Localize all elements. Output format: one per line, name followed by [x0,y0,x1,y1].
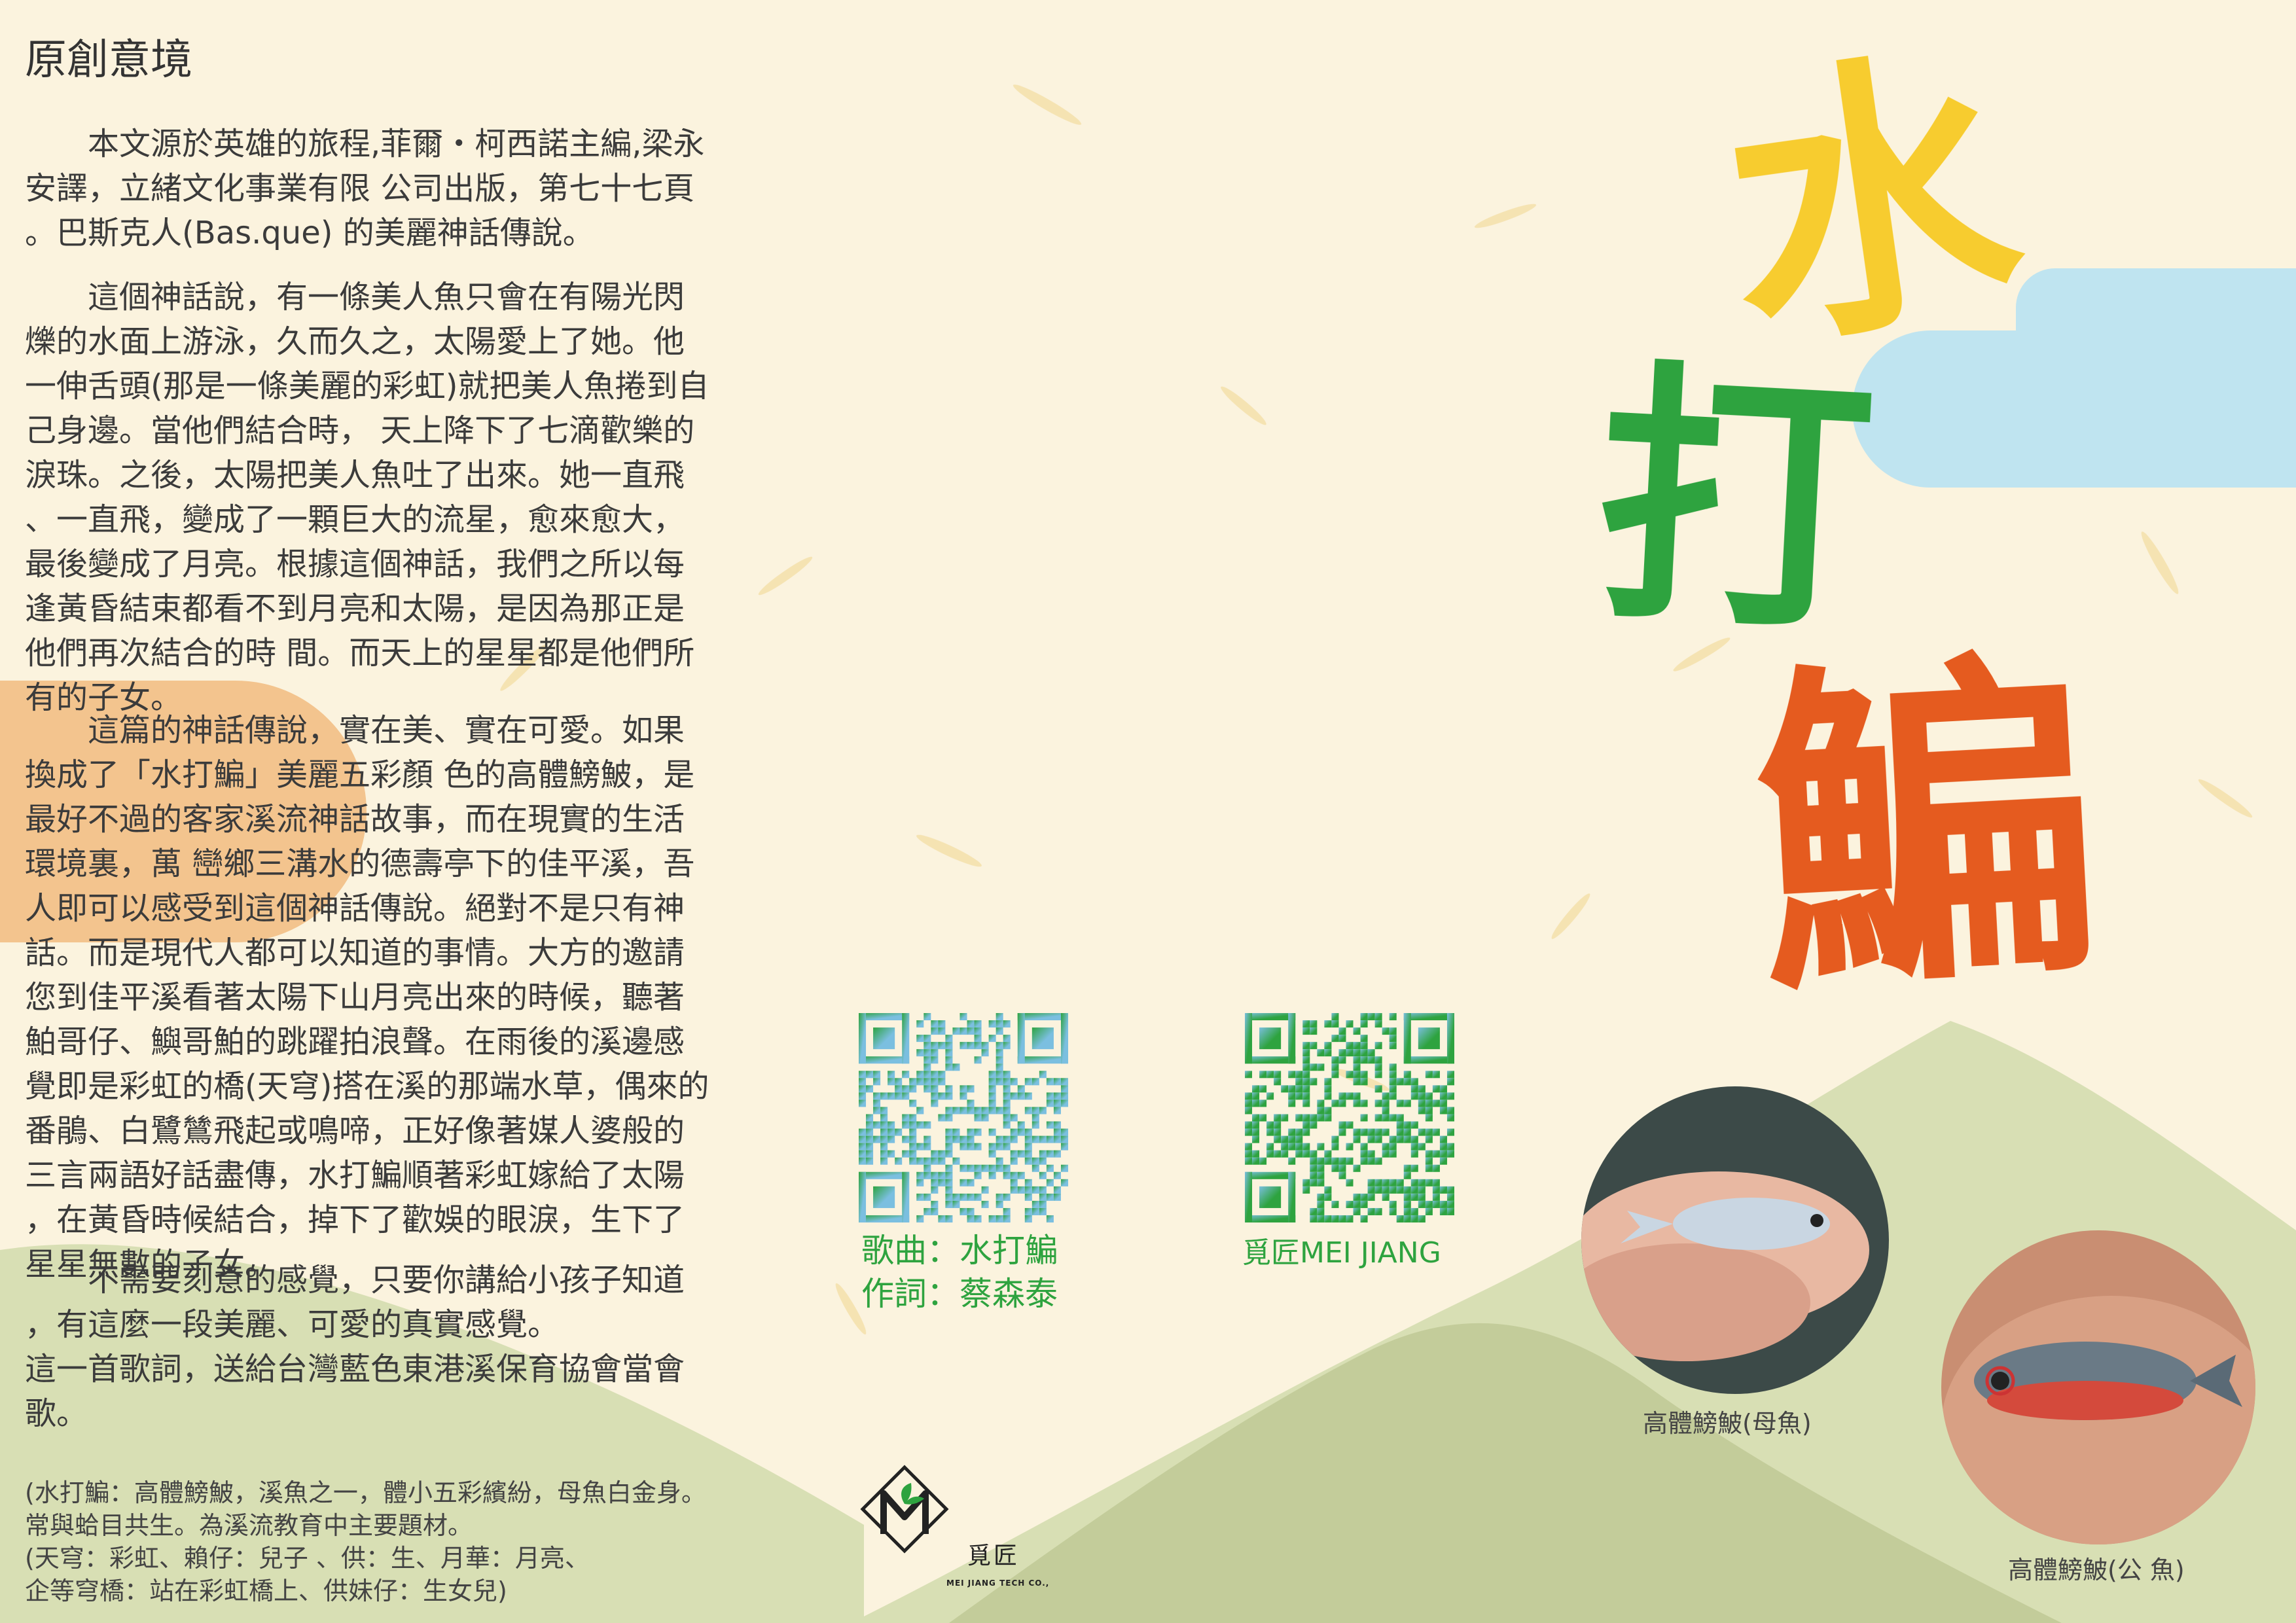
story-paragraph-1: 本文源於英雄的旅程,菲爾・柯西諾主編,梁永 安譯，立緒文化事業有限 公司出版，第… [25,126,705,251]
female-fish-photo [1581,1086,1889,1394]
story-paragraph-2: 這個神話說，有一條美人魚只會在有陽光閃 爍的水面上游泳，久而久之，太陽愛上了她。… [25,279,709,716]
logo-name: 覓匠 [967,1543,1020,1569]
male-fish-caption: 高體鰟鮍(公 魚) [2008,1556,2185,1584]
male-fish-image [1941,1230,2255,1544]
story-paragraph-4: 不需要刻意的感覺，只要你講給小孩子知道 ，有這麼一段美麗、可愛的真實感覺。 這一… [25,1262,685,1432]
brand-caption: 覓匠MEI JIANG [1242,1236,1441,1270]
lyricist-line: 作詞：蔡森泰 [861,1275,1058,1313]
story-paragraph-3: 這篇的神話傳說，實在美、實在可愛。如果 換成了「水打鯿」美麗五彩顏 色的高體鰟鮍… [25,712,709,1283]
song-qr-code[interactable] [859,1013,1068,1222]
female-fish-caption: 高體鰟鮍(母魚) [1643,1409,1812,1438]
footnote: (水打鯿：高體鰟鮍，溪魚之一，體小五彩繽紛，母魚白金身。 常與蛤目共生。為溪流教… [25,1478,706,1605]
female-fish-image [1581,1086,1889,1394]
logo-subtitle: MEI JIANG TECH CO., [946,1578,1050,1588]
brand-qr-code[interactable] [1245,1013,1454,1222]
song-caption: 歌曲：水打鯿 作詞：蔡森泰 [861,1229,1058,1315]
section-title: 原創意境 [25,36,192,84]
song-title-line: 歌曲：水打鯿 [861,1232,1058,1270]
title-char-water: 水 [1706,16,2038,389]
male-fish-photo [1941,1230,2255,1544]
meijiang-logo [860,1465,949,1554]
title-char-hit: 打 [1588,336,1880,671]
title-char-fish: 鯿 [1744,624,2105,1039]
